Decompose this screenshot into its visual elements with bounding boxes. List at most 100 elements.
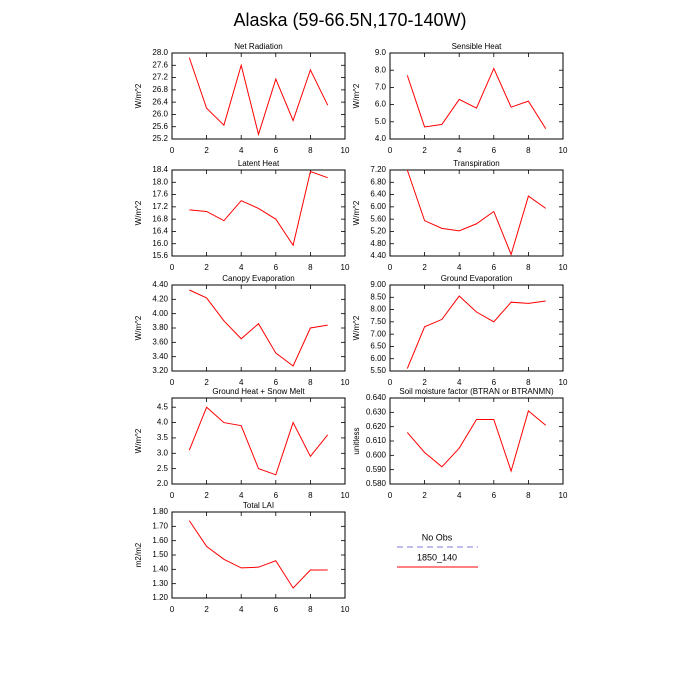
y-tick-label: 26.4 (152, 97, 168, 106)
y-tick-label: 16.4 (152, 227, 168, 236)
plot-frame (171, 397, 346, 485)
y-axis-label: W/m^2 (134, 315, 143, 340)
x-tick-label: 2 (422, 491, 427, 500)
panel-title: Total LAI (243, 501, 274, 510)
data-line (406, 410, 547, 473)
y-tick-label: 0.610 (366, 436, 387, 445)
x-tick-label: 0 (170, 263, 175, 272)
data-line (188, 406, 329, 476)
x-tick-label: 6 (274, 378, 279, 387)
x-tick-label: 0 (388, 263, 393, 272)
x-tick-label: 2 (204, 263, 209, 272)
legend-label: No Obs (422, 532, 453, 542)
x-tick-label: 2 (204, 378, 209, 387)
y-tick-label: 17.2 (152, 202, 168, 211)
y-tick-label: 4.40 (152, 280, 168, 289)
x-tick-label: 2 (204, 605, 209, 614)
y-tick-label: 6.0 (375, 100, 387, 109)
x-tick-label: 4 (457, 378, 462, 387)
y-tick-label: 9.0 (375, 48, 387, 57)
y-tick-label: 7.20 (370, 165, 386, 174)
x-tick-label: 6 (274, 491, 279, 500)
data-line (406, 67, 547, 129)
data-line (189, 170, 328, 247)
x-tick-label: 10 (341, 146, 350, 155)
y-tick-label: 27.2 (152, 73, 168, 82)
y-tick-label: 5.60 (370, 214, 386, 223)
y-tick-label: 6.40 (370, 190, 386, 199)
panel-title: Canopy Evaporation (222, 274, 295, 283)
data-line (188, 520, 328, 589)
y-tick-label: 1.70 (152, 521, 168, 530)
y-tick-label: 1.40 (152, 564, 168, 573)
x-tick-label: 10 (559, 378, 568, 387)
x-tick-label: 4 (239, 378, 244, 387)
x-tick-label: 10 (559, 263, 568, 272)
y-tick-label: 3.40 (152, 352, 168, 361)
data-line (406, 295, 546, 369)
y-tick-label: 4.0 (157, 418, 169, 427)
x-tick-label: 8 (308, 378, 313, 387)
y-axis-label: W/m^2 (352, 315, 361, 340)
y-tick-label: 7.50 (370, 317, 386, 326)
x-tick-label: 10 (341, 491, 350, 500)
x-tick-label: 4 (457, 263, 462, 272)
y-tick-label: 26.8 (152, 85, 168, 94)
y-tick-label: 1.20 (152, 593, 168, 602)
panel-title: Soil moisture factor (BTRAN or BTRANMN) (399, 387, 554, 396)
x-tick-label: 2 (422, 378, 427, 387)
y-tick-label: 3.80 (152, 323, 168, 332)
y-tick-label: 0.640 (366, 393, 387, 402)
x-tick-label: 8 (526, 263, 531, 272)
y-axis-label: W/m^2 (352, 200, 361, 225)
y-tick-label: 18.0 (152, 177, 168, 186)
panel-title: Ground Heat + Snow Melt (212, 387, 305, 396)
x-tick-label: 8 (526, 146, 531, 155)
plot-frame (171, 52, 346, 140)
y-tick-label: 0.580 (366, 479, 387, 488)
x-tick-label: 6 (492, 491, 497, 500)
x-tick-label: 4 (239, 605, 244, 614)
y-tick-label: 28.0 (152, 48, 168, 57)
y-tick-label: 17.6 (152, 190, 168, 199)
y-tick-label: 1.50 (152, 550, 168, 559)
y-tick-label: 0.630 (366, 407, 387, 416)
y-tick-label: 9.00 (370, 280, 386, 289)
x-tick-label: 0 (170, 491, 175, 500)
x-tick-label: 0 (388, 146, 393, 155)
y-tick-label: 0.620 (366, 422, 387, 431)
y-tick-label: 5.50 (370, 366, 386, 375)
y-tick-label: 1.30 (152, 579, 168, 588)
x-tick-label: 0 (170, 378, 175, 387)
y-tick-label: 1.60 (152, 536, 168, 545)
panel-title: Latent Heat (238, 159, 280, 168)
y-tick-label: 5.20 (370, 227, 386, 236)
y-tick-label: 16.8 (152, 214, 168, 223)
y-tick-label: 0.600 (366, 450, 387, 459)
y-tick-label: 6.00 (370, 354, 386, 363)
y-tick-label: 16.0 (152, 239, 168, 248)
x-tick-label: 0 (388, 491, 393, 500)
figure-title: Alaska (59-66.5N,170-140W) (233, 10, 466, 30)
y-tick-label: 25.6 (152, 122, 168, 131)
y-tick-label: 8.0 (375, 65, 387, 74)
x-tick-label: 2 (422, 263, 427, 272)
x-tick-label: 4 (457, 146, 462, 155)
y-axis-label: W/m^2 (134, 83, 143, 108)
panel-title: Transpiration (453, 159, 499, 168)
data-line (406, 169, 546, 256)
x-tick-label: 10 (559, 146, 568, 155)
plot-frame (389, 52, 564, 140)
y-tick-label: 4.0 (375, 134, 387, 143)
y-tick-label: 25.2 (152, 134, 168, 143)
y-tick-label: 8.50 (370, 292, 386, 301)
x-tick-label: 6 (274, 263, 279, 272)
y-tick-label: 4.00 (152, 309, 168, 318)
y-tick-label: 18.4 (152, 165, 168, 174)
plot-frame (389, 284, 564, 372)
x-tick-label: 4 (239, 263, 244, 272)
x-tick-label: 0 (388, 378, 393, 387)
y-tick-label: 3.0 (157, 448, 169, 457)
y-tick-label: 2.5 (157, 464, 169, 473)
y-tick-label: 6.00 (370, 202, 386, 211)
